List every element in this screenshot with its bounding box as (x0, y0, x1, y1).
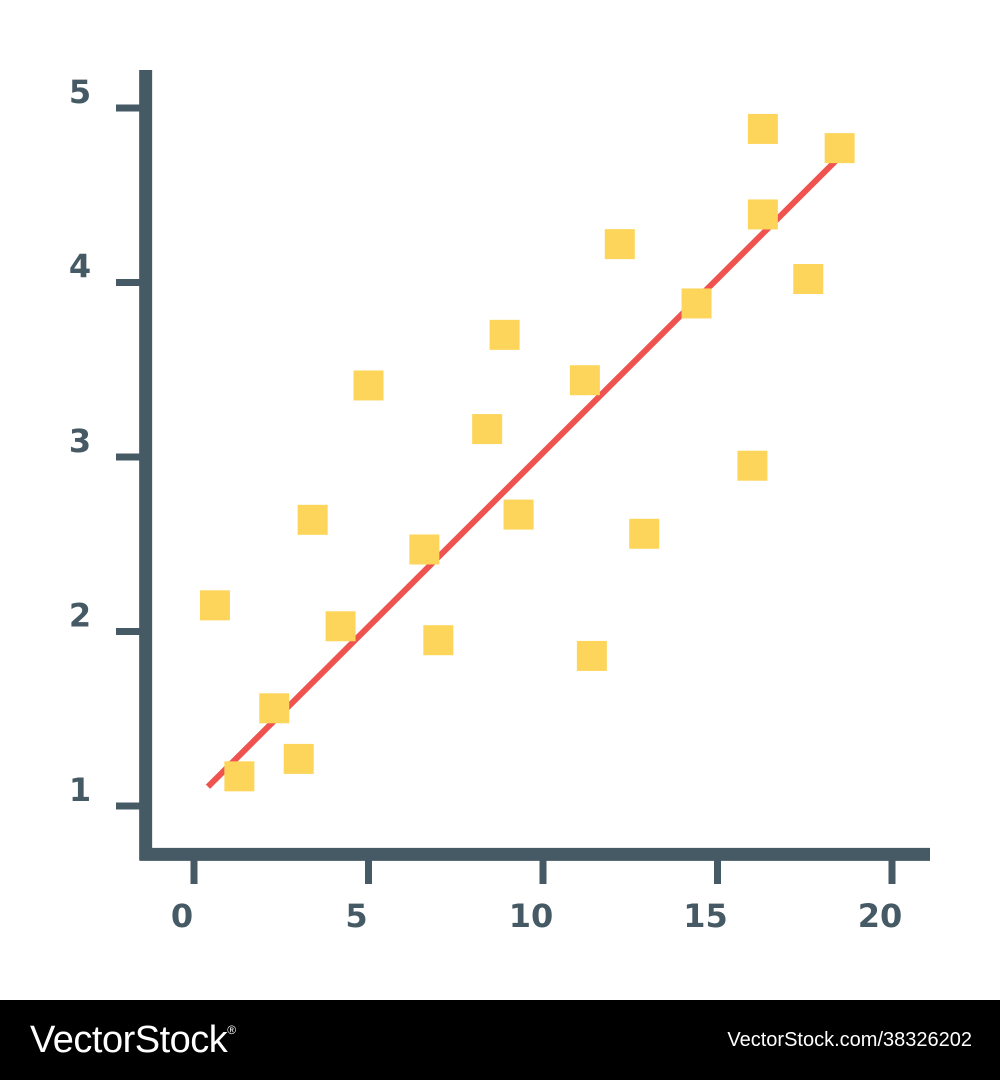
data-point (259, 693, 290, 724)
y-tick-label: 2 (69, 597, 91, 635)
watermark-bar: VectorStock® VectorStock.com/38326202 (0, 1000, 1000, 1080)
data-point (569, 365, 600, 396)
scatter-chart: 1 2 3 4 5 0 5 10 15 20 (69, 70, 930, 935)
data-point (793, 264, 824, 295)
data-point (824, 133, 855, 164)
x-tick-label: 15 (683, 897, 728, 935)
data-point (353, 370, 384, 401)
data-point (629, 518, 660, 549)
data-point (325, 611, 356, 642)
data-point (199, 590, 230, 621)
data-point (737, 450, 768, 481)
data-point (409, 534, 440, 565)
x-tick-label: 10 (509, 897, 554, 935)
data-point (423, 625, 454, 656)
trend-line (205, 158, 839, 789)
watermark-brand: VectorStock (30, 1018, 228, 1061)
x-tick-label: 5 (345, 897, 367, 935)
ticks: 1 2 3 4 5 0 5 10 15 20 (69, 73, 902, 935)
data-point (283, 743, 314, 774)
y-tick-label: 1 (69, 771, 91, 809)
x-tick-label: 20 (858, 897, 903, 935)
data-point (503, 499, 534, 530)
points-layer (199, 113, 855, 792)
data-point (604, 229, 635, 260)
data-point (747, 113, 778, 144)
data-point (472, 414, 503, 445)
data-point (747, 199, 778, 230)
watermark-logo: VectorStock® (30, 1019, 236, 1062)
trend-line-layer (205, 158, 839, 789)
y-tick-label: 4 (69, 248, 91, 286)
data-point (681, 288, 712, 319)
data-point (224, 761, 255, 792)
data-point (489, 319, 520, 350)
y-tick-label: 3 (69, 422, 91, 460)
data-point (576, 640, 607, 671)
x-tick-label: 0 (171, 897, 193, 935)
watermark-registered: ® (227, 1022, 236, 1037)
axes (139, 70, 930, 861)
data-point (297, 504, 328, 535)
y-tick-label: 5 (69, 73, 91, 111)
watermark-image-id: VectorStock.com/38326202 (727, 1028, 972, 1051)
